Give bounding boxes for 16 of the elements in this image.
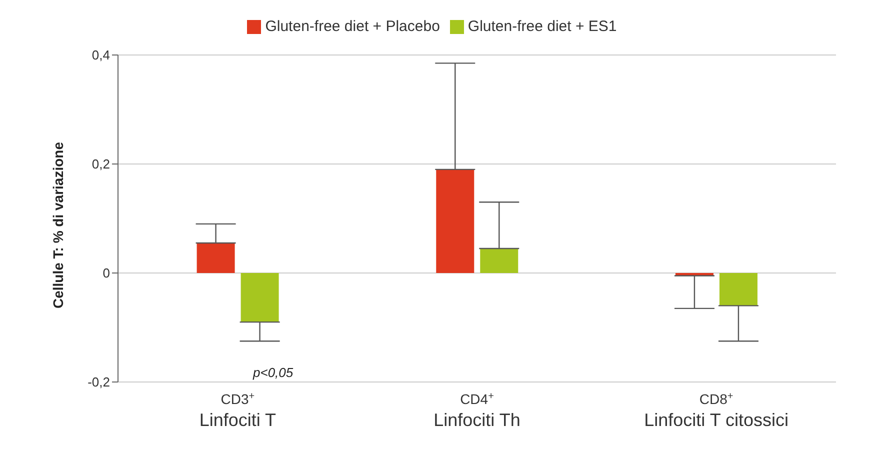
- y-tick-label: 0,2: [92, 156, 110, 172]
- bar: [480, 248, 518, 273]
- y-tick-label: -0,2: [88, 374, 110, 390]
- bar: [240, 273, 279, 322]
- bar: [436, 169, 474, 273]
- annotation: p<0,05: [253, 365, 294, 380]
- x-tick-label: CD8$^{+}$ Linfociti T citossici: [644, 390, 789, 430]
- y-tick-label: 0: [102, 266, 110, 281]
- x-tick-label: CD3$^{+}$ Linfociti T: [199, 390, 276, 430]
- bar: [719, 273, 758, 306]
- y-tick-label: 0,4: [92, 48, 110, 63]
- y-axis-title: Cellule T: % di variazione: [50, 142, 66, 308]
- legend-label: Gluten-free diet + Placebo: [265, 18, 440, 35]
- legend-label: Gluten-free diet + ES1: [468, 18, 617, 35]
- bar: [196, 243, 235, 273]
- x-tick-label: CD4$^{+}$ Linfociti Th: [434, 390, 520, 430]
